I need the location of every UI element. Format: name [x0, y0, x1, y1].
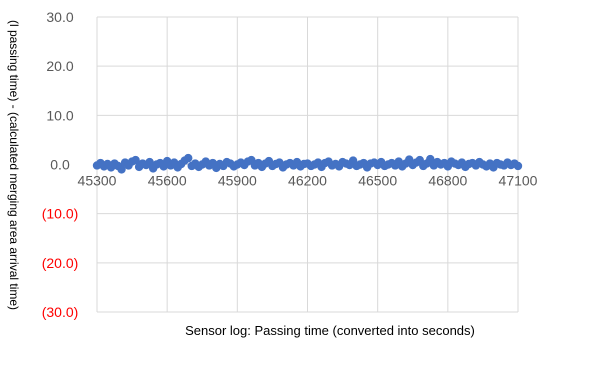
x-tick-label: 45300 [78, 173, 117, 189]
y-tick-label: (10.0) [42, 206, 79, 222]
y-tick-label: (30.0) [42, 304, 79, 320]
x-tick-label: 47100 [499, 173, 538, 189]
y-tick-label: (20.0) [42, 255, 79, 271]
data-point [513, 161, 523, 171]
y-tick-label: 20.0 [46, 58, 73, 74]
y-tick-label: 30.0 [46, 9, 73, 25]
data-point [145, 157, 154, 167]
x-tick-label: 46800 [428, 173, 467, 189]
data-point [184, 153, 193, 163]
x-axis-ticks: 45300 45600 45900 46200 46500 46800 47100 [78, 173, 538, 189]
y-tick-label: 0.0 [50, 157, 70, 173]
data-points [92, 153, 523, 174]
x-tick-label: 46500 [358, 173, 397, 189]
x-tick-label: 45600 [148, 173, 187, 189]
data-point [426, 154, 435, 164]
data-point [117, 165, 126, 174]
y-tick-label: 10.0 [46, 107, 73, 123]
data-point [131, 155, 140, 165]
x-tick-label: 45900 [218, 173, 257, 189]
x-tick-label: 46200 [288, 173, 327, 189]
y-axis-ticks: 30.0 20.0 10.0 0.0 (10.0) (20.0) (30.0) [42, 9, 79, 320]
x-axis-label: Sensor log: Passing time (converted into… [185, 323, 475, 338]
y-axis-label: (l passing time) - (calculated merging a… [7, 20, 21, 310]
